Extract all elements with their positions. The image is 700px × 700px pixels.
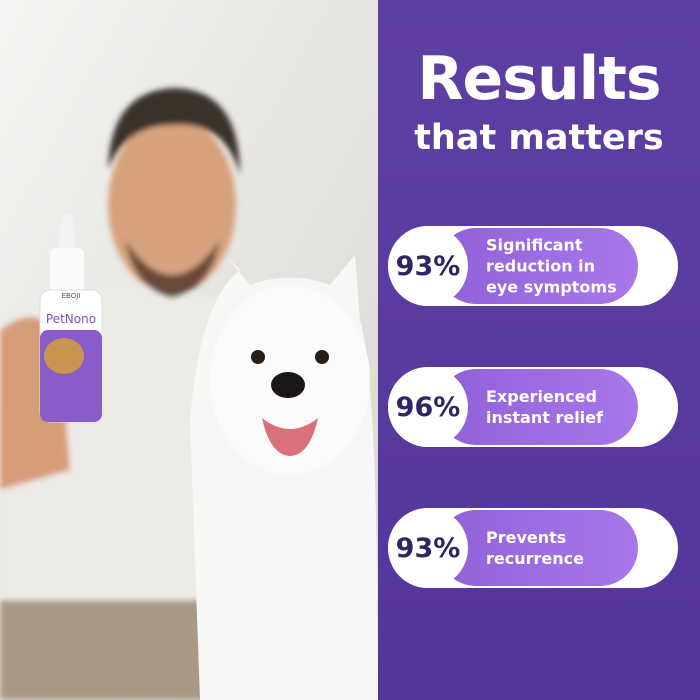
stat-band: Prevents recurrence: [438, 510, 638, 586]
stat-pill: Prevents recurrence 93%: [388, 508, 678, 588]
title: Results: [417, 44, 661, 114]
product-brand: EBOJI: [62, 292, 81, 300]
product-name: PetNono: [46, 312, 96, 326]
stat-value: 96%: [388, 367, 468, 447]
stat-band: Significant reduction in eye symptoms: [438, 228, 638, 304]
stat-text: Significant reduction in eye symptoms: [486, 235, 617, 297]
dog: [190, 255, 378, 700]
stat-text: Experienced instant relief: [486, 387, 603, 427]
stat-text: Prevents recurrence: [486, 528, 584, 568]
bottle: EBOJI PetNono: [39, 214, 103, 423]
photo: EBOJI PetNono: [0, 0, 378, 700]
subtitle: that matters: [414, 118, 664, 158]
stat-pill: Significant reduction in eye symptoms 93%: [388, 226, 678, 306]
stat-value: 93%: [388, 226, 468, 306]
stat-pill: Experienced instant relief 96%: [388, 367, 678, 447]
panel: Results that matters Significant reducti…: [378, 0, 700, 700]
stat-band: Experienced instant relief: [438, 369, 638, 445]
stat-value: 93%: [388, 508, 468, 588]
